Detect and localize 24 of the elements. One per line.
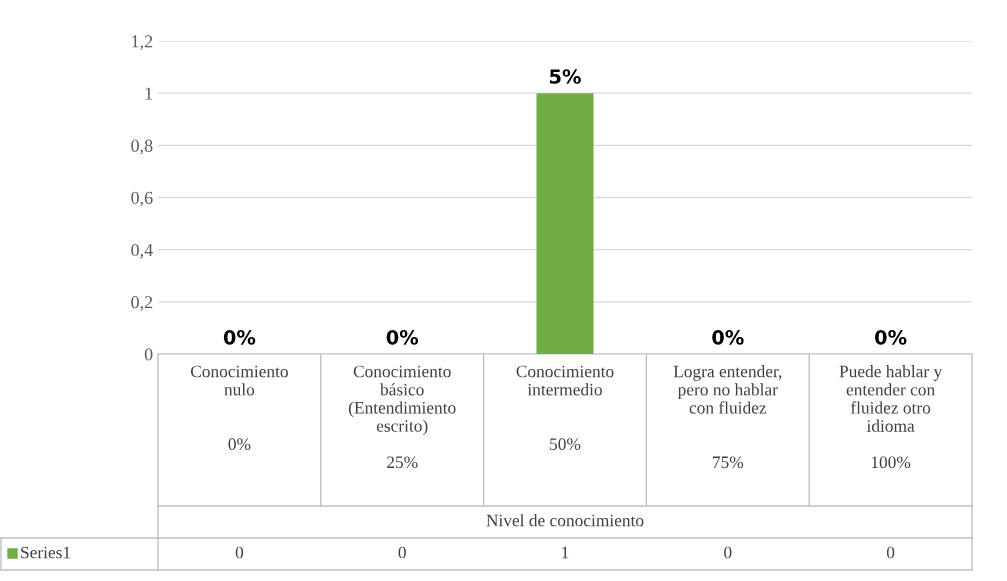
y-tick-label: 0,8 [131, 139, 153, 155]
category-label: Conocimiento nulo 0% [190, 365, 288, 450]
annotation: 5% [549, 69, 581, 84]
category-label: Conocimiento intermedio 50% [516, 365, 614, 450]
annotation: 0% [875, 329, 907, 345]
data-label: 0 [724, 546, 732, 559]
y-tick-label: 0 [144, 348, 153, 361]
annotation: 0% [223, 329, 256, 345]
annotation: 0% [386, 329, 419, 345]
y-tick-label: 1 [145, 87, 153, 100]
y-tick-label: 0,4 [131, 243, 153, 259]
data-label: 1 [562, 546, 569, 559]
annotation: 0% [712, 329, 744, 345]
data-label: 0 [398, 546, 406, 559]
category-label: Logra entender, pero no hablar con fluidez 75% [673, 365, 782, 469]
y-tick-label: 0,6 [131, 191, 153, 207]
data-label: 0 [235, 546, 244, 559]
legend-label: Series1 [21, 546, 71, 559]
y-tick-label: 0,2 [131, 296, 153, 311]
y-tick-label: 1,2 [132, 35, 153, 51]
category-label: Puede hablar y entender con fluidez otro idioma 100% [839, 365, 943, 469]
text: Nivel de conocimiento [486, 514, 644, 527]
category-label: Conocimiento básico (Entendimiento escrito) 25% [348, 365, 456, 469]
data-label: 0 [886, 546, 895, 559]
